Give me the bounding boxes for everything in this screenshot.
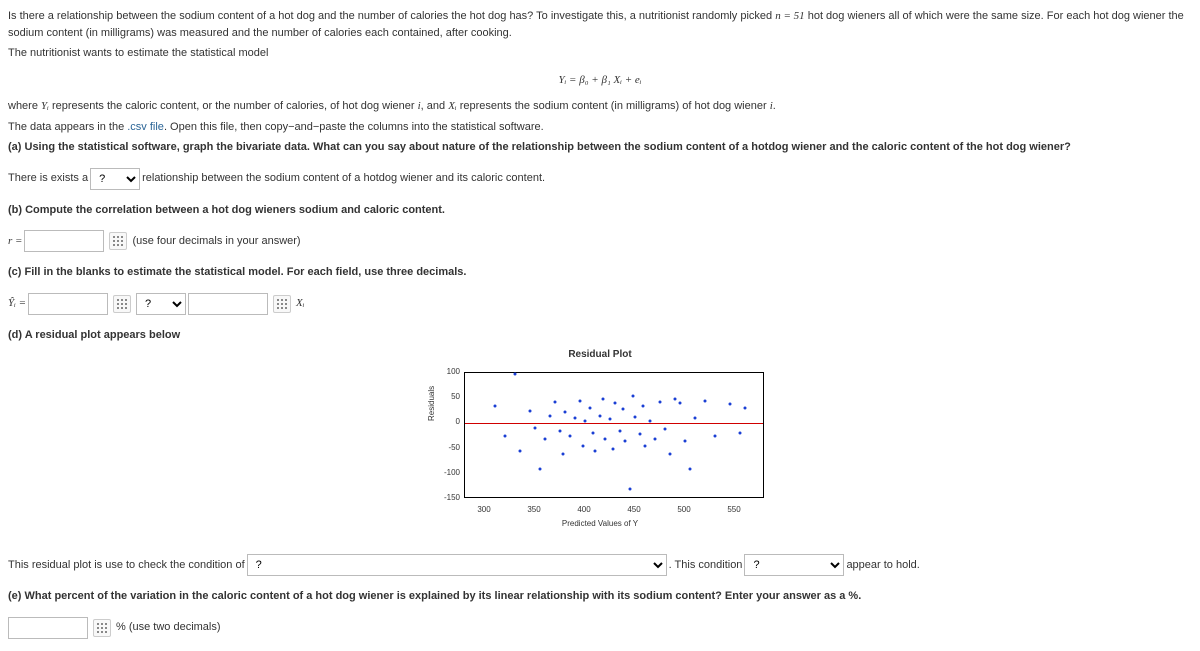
part-d-prompt: (d) A residual plot appears below (8, 327, 1192, 344)
residual-check: This residual plot is use to check the c… (8, 554, 1192, 576)
part-b-prompt: (b) Compute the correlation between a ho… (8, 202, 1192, 219)
model-equation: Yᵢ = β₀ + β₁ Xᵢ + eᵢ (8, 72, 1192, 89)
keypad-icon[interactable] (109, 232, 127, 250)
part-c-prompt: (c) Fill in the blanks to estimate the s… (8, 264, 1192, 281)
part-a-prompt: (a) Using the statistical software, grap… (8, 139, 1192, 156)
condition-select[interactable]: ? (247, 554, 667, 576)
model-lead: The nutritionist wants to estimate the s… (8, 45, 1192, 62)
b1-input[interactable] (188, 293, 268, 315)
relationship-select[interactable]: ? (90, 168, 140, 190)
keypad-icon[interactable] (93, 619, 111, 637)
part-c-answer: Ŷᵢ = ? Xᵢ (8, 293, 305, 315)
percent-input[interactable] (8, 617, 88, 639)
datafile-text: The data appears in the .csv file. Open … (8, 119, 1192, 136)
part-a-answer: There is exists a ? relationship between… (8, 168, 545, 190)
part-e-answer: % (use two decimals) (8, 617, 221, 639)
r-input[interactable] (24, 230, 104, 252)
csv-link[interactable]: .csv file (127, 121, 164, 133)
b0-input[interactable] (28, 293, 108, 315)
hold-select[interactable]: ? (744, 554, 844, 576)
sign-select[interactable]: ? (136, 293, 186, 315)
part-e-prompt: (e) What percent of the variation in the… (8, 588, 1192, 605)
intro-text: Is there a relationship between the sodi… (8, 8, 1192, 41)
part-b-answer: r = (use four decimals in your answer) (8, 230, 301, 252)
keypad-icon[interactable] (273, 295, 291, 313)
residual-plot: Residual Plot Residuals -150-100-5005010… (410, 347, 790, 530)
where-text: where Yᵢ represents the caloric content,… (8, 98, 1192, 115)
keypad-icon[interactable] (113, 295, 131, 313)
